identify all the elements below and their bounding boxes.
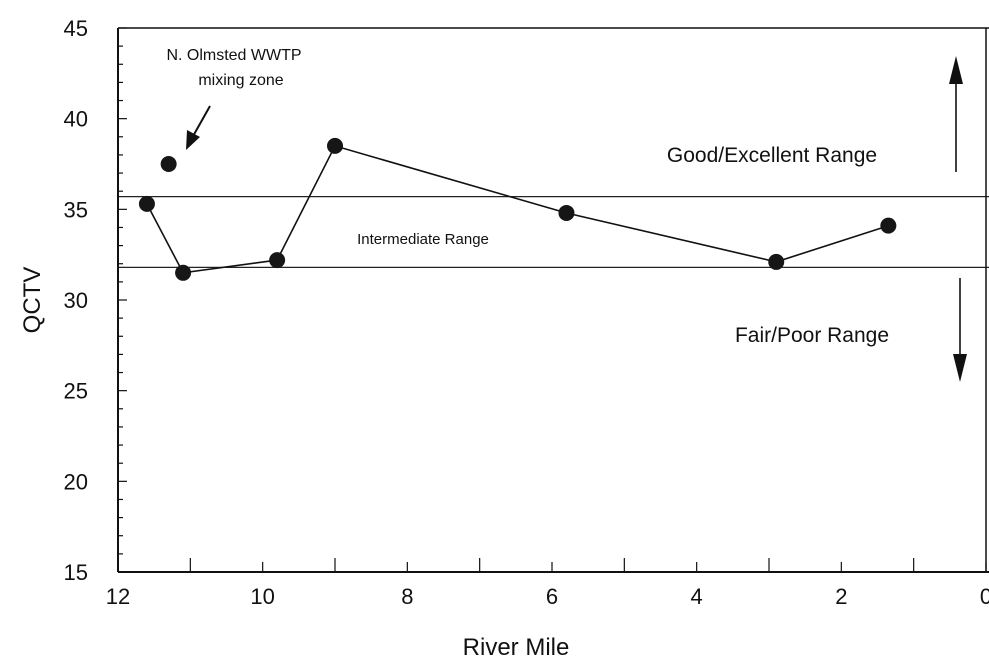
x-axis-title: River Mile — [463, 634, 570, 661]
x-tick-label: 10 — [250, 584, 274, 609]
good-range-label: Good/Excellent Range — [667, 144, 877, 167]
reference-lines — [118, 196, 989, 268]
y-tick-label: 15 — [64, 560, 88, 585]
x-tick-label: 0 — [980, 584, 989, 609]
fair-range-label: Fair/Poor Range — [735, 324, 889, 347]
y-tick-label: 25 — [64, 379, 88, 404]
data-point — [558, 204, 575, 221]
down-arrow — [953, 278, 967, 382]
x-tick-label: 12 — [106, 584, 130, 609]
y-tick-label: 45 — [64, 16, 88, 41]
mixing-zone-annotation: N. Olmsted WWTP mixing zone — [166, 47, 302, 150]
x-tick-label: 8 — [401, 584, 413, 609]
y-tick-label: 40 — [64, 107, 88, 132]
data-point — [175, 264, 192, 281]
up-arrow-head — [949, 56, 963, 84]
x-tick-label: 6 — [546, 584, 558, 609]
data-point — [880, 217, 897, 234]
down-arrow-head — [953, 354, 967, 382]
axes — [117, 27, 989, 573]
y-tick-label: 35 — [64, 197, 88, 222]
x-tick-label: 2 — [835, 584, 847, 609]
y-tick-label: 30 — [64, 288, 88, 313]
y-axis-title: QCTV — [19, 267, 46, 334]
mixing-zone-label-line1: N. Olmsted WWTP — [166, 47, 301, 64]
y-tick-label: 20 — [64, 469, 88, 494]
up-arrow — [949, 56, 963, 172]
axis-ticks — [117, 27, 987, 573]
mixing-zone-arrow-head — [186, 130, 200, 150]
series-layer — [138, 137, 897, 281]
mixing-zone-point — [160, 156, 177, 172]
intermediate-range-label: Intermediate Range — [357, 231, 489, 248]
data-point — [768, 253, 785, 270]
mixing-zone-label-line2: mixing zone — [198, 72, 283, 89]
data-point — [327, 137, 343, 154]
x-tick-label: 4 — [691, 584, 703, 609]
data-point — [138, 195, 155, 212]
mixing-zone-arrow-shaft — [191, 105, 211, 139]
data-point — [269, 252, 286, 269]
